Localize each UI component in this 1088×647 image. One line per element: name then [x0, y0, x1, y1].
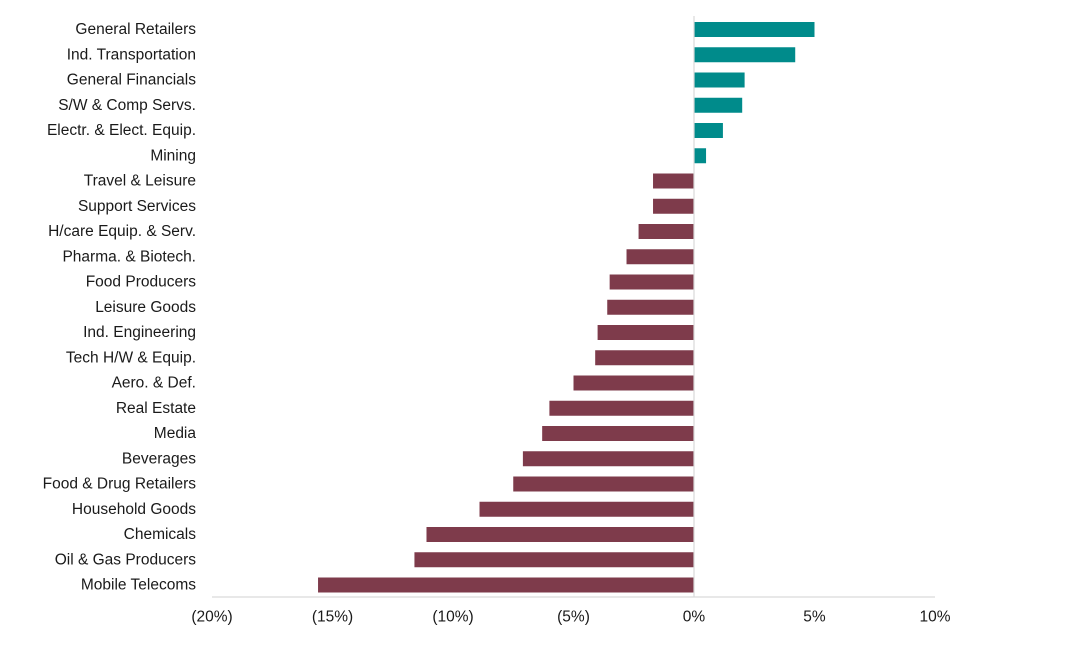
bar — [694, 47, 796, 63]
category-label: General Financials — [67, 72, 196, 89]
category-label: Leisure Goods — [95, 299, 196, 316]
bar — [694, 72, 745, 88]
bar — [597, 325, 694, 340]
x-tick-label: 0% — [683, 609, 706, 626]
x-tick-label: (15%) — [312, 609, 353, 626]
category-label: Real Estate — [116, 400, 196, 417]
bar — [638, 224, 694, 239]
bar — [607, 299, 694, 315]
bar — [653, 198, 694, 214]
bar — [479, 501, 694, 517]
category-labels: General Retailers Ind. Transportation Gene… — [43, 21, 197, 594]
bar — [318, 577, 694, 593]
category-label: Food & Drug Retailers — [43, 476, 197, 493]
category-label: S/W & Comp Servs. — [58, 97, 196, 114]
bar — [626, 249, 694, 265]
bar — [694, 123, 723, 138]
category-label: Ind. Engineering — [83, 324, 196, 341]
bar — [549, 400, 694, 416]
category-label: Ind. Transportation — [67, 46, 196, 63]
category-label: Media — [154, 425, 197, 442]
category-label: Aero. & Def. — [112, 375, 196, 392]
category-label: Household Goods — [72, 501, 196, 518]
bar — [694, 22, 815, 37]
bars-group — [318, 22, 815, 593]
category-label: Pharma. & Biotech. — [62, 248, 196, 265]
bar — [609, 274, 694, 290]
bar — [513, 476, 694, 492]
x-tick-label: (20%) — [191, 609, 232, 626]
category-label: Support Services — [78, 198, 196, 215]
x-tick-label: (10%) — [432, 609, 473, 626]
bar — [573, 375, 694, 391]
bar — [595, 350, 694, 366]
category-label: Chemicals — [124, 526, 197, 543]
category-label: H/care Equip. & Serv. — [48, 223, 196, 240]
category-label: Food Producers — [86, 274, 197, 291]
bar — [653, 173, 694, 189]
bar — [522, 451, 694, 467]
category-label: Tech H/W & Equip. — [66, 349, 196, 366]
bar — [426, 527, 694, 542]
category-label: Mobile Telecoms — [81, 577, 196, 594]
bar — [694, 97, 743, 113]
category-label: Oil & Gas Producers — [55, 551, 197, 568]
x-tick-label: 10% — [919, 609, 950, 626]
bar — [694, 148, 707, 164]
x-tick-label: (5%) — [557, 609, 590, 626]
category-label: Beverages — [122, 450, 196, 467]
bar — [542, 426, 694, 441]
bar — [414, 552, 694, 568]
category-label: Electr. & Elect. Equip. — [47, 122, 196, 139]
category-label: Travel & Leisure — [84, 173, 196, 190]
x-tick-label: 5% — [803, 609, 826, 626]
category-label: Mining — [150, 147, 196, 164]
x-tick-labels: (20%) (15%) (10%) (5%) 0% 5% 10% — [191, 609, 950, 626]
category-label: General Retailers — [75, 21, 196, 38]
